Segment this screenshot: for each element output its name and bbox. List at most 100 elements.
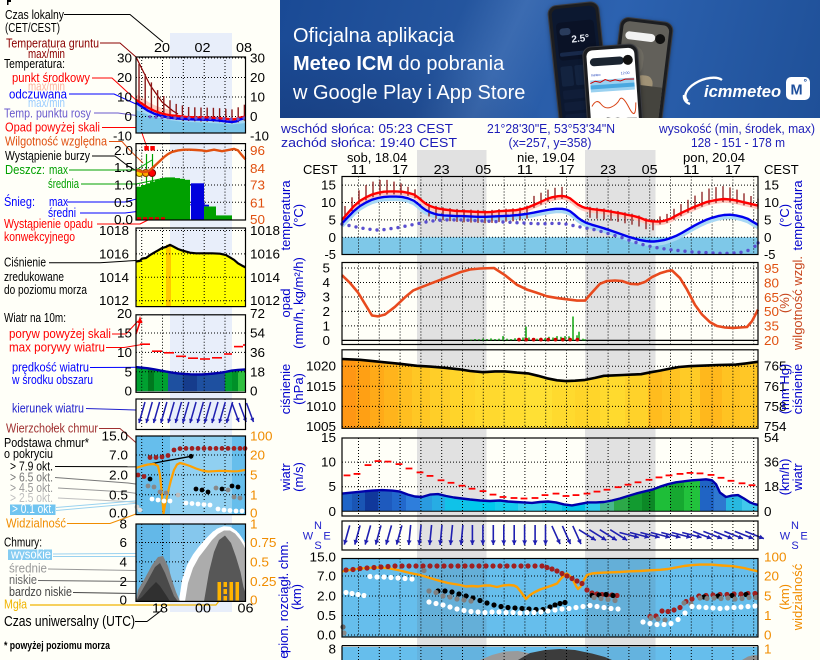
svg-text:54: 54: [764, 430, 779, 445]
svg-text:1: 1: [250, 487, 258, 502]
svg-text:95: 95: [764, 261, 779, 276]
svg-text:20: 20: [764, 569, 779, 584]
svg-text:1016: 1016: [99, 246, 129, 261]
svg-text:-10: -10: [113, 129, 132, 144]
svg-text:CEST: CEST: [303, 162, 338, 177]
svg-text:08: 08: [236, 40, 252, 55]
svg-text:(CET/CEST): (CET/CEST): [5, 20, 60, 35]
svg-text:odczuwana: odczuwana: [9, 87, 68, 102]
svg-text:0: 0: [329, 230, 337, 245]
svg-text:5: 5: [323, 261, 331, 276]
svg-text:średni: średni: [48, 205, 76, 220]
svg-text:1018: 1018: [250, 223, 280, 238]
svg-text:61: 61: [250, 195, 265, 210]
svg-text:20: 20: [250, 448, 265, 463]
svg-text:W: W: [780, 531, 791, 543]
svg-text:> 0.1 okt.: > 0.1 okt.: [12, 501, 54, 516]
svg-text:2.0: 2.0: [114, 143, 133, 158]
svg-text:punkt środkowy: punkt środkowy: [12, 70, 90, 85]
svg-text:1012: 1012: [99, 293, 129, 308]
svg-text:10: 10: [764, 195, 779, 210]
svg-text:06: 06: [238, 601, 254, 616]
svg-text:0.0: 0.0: [114, 212, 133, 227]
svg-text:(km): (km): [777, 584, 792, 610]
svg-text:20: 20: [117, 70, 132, 85]
svg-text:128 - 151 - 178 m: 128 - 151 - 178 m: [691, 136, 785, 150]
svg-text:0.5: 0.5: [317, 608, 336, 623]
svg-text:17: 17: [392, 162, 408, 177]
svg-text:Czas uniwersalny (UTC): Czas uniwersalny (UTC): [4, 614, 135, 630]
svg-text:0: 0: [764, 628, 772, 643]
svg-text:36: 36: [764, 455, 779, 470]
svg-text:0: 0: [329, 504, 337, 519]
svg-text:02: 02: [195, 40, 211, 55]
svg-text:zredukowane: zredukowane: [4, 269, 64, 284]
svg-text:18: 18: [152, 601, 168, 616]
svg-text:10: 10: [117, 345, 132, 360]
svg-text:pion. rozciągł. chm.: pion. rozciągł. chm.: [276, 541, 291, 653]
svg-text:21°28'30"E, 53°53'34"N: 21°28'30"E, 53°53'34"N: [487, 122, 615, 136]
svg-text:wysokość (min, środek, max): wysokość (min, środek, max): [658, 122, 815, 136]
svg-text:(km/h): (km/h): [777, 459, 792, 496]
svg-text:15.0: 15.0: [102, 429, 129, 444]
svg-text:konwekcyjnego: konwekcyjnego: [4, 229, 75, 244]
svg-text:0: 0: [764, 504, 772, 519]
svg-text:W: W: [303, 531, 314, 543]
svg-text:1: 1: [764, 642, 772, 657]
svg-text:o pokryciu: o pokryciu: [4, 446, 53, 461]
svg-text:20: 20: [154, 40, 170, 55]
svg-text:0: 0: [125, 384, 133, 399]
svg-text:765: 765: [764, 359, 787, 374]
svg-text:0: 0: [125, 109, 133, 124]
svg-text:0.5: 0.5: [114, 195, 133, 210]
svg-text:18: 18: [764, 479, 779, 494]
svg-text:54: 54: [250, 326, 265, 341]
svg-text:zachód słońca: 19:40 CEST: zachód słońca: 19:40 CEST: [281, 136, 457, 150]
svg-text:poryw powyżej skali: poryw powyżej skali: [9, 326, 111, 341]
svg-text:0: 0: [250, 506, 258, 521]
svg-text:15: 15: [321, 178, 336, 193]
svg-text:15: 15: [321, 430, 336, 445]
svg-text:> 6.5 okt.: > 6.5 okt.: [10, 470, 53, 485]
svg-text:(hPa): (hPa): [291, 373, 306, 405]
svg-text:max porywy wiatru: max porywy wiatru: [9, 340, 105, 355]
svg-text:05: 05: [475, 162, 491, 177]
svg-text:Śnieg:: Śnieg:: [4, 194, 35, 209]
svg-text:Opad powyżej skali: Opad powyżej skali: [5, 120, 100, 135]
svg-text:36: 36: [250, 345, 265, 360]
svg-text:1018: 1018: [99, 223, 129, 238]
svg-text:17: 17: [559, 162, 575, 177]
svg-text:11: 11: [517, 162, 533, 177]
svg-text:15: 15: [764, 178, 779, 193]
svg-text:5: 5: [250, 467, 258, 482]
svg-text:kierunek wiatru: kierunek wiatru: [12, 401, 84, 416]
svg-text:96: 96: [250, 143, 265, 158]
svg-text:S: S: [314, 540, 321, 552]
svg-text:Wiatr na 10m:: Wiatr na 10m:: [4, 310, 66, 325]
svg-text:(km): (km): [289, 584, 304, 610]
svg-text:0.0: 0.0: [109, 506, 128, 521]
svg-text:6: 6: [120, 535, 128, 550]
svg-text:2: 2: [120, 574, 128, 589]
svg-text:754: 754: [764, 419, 787, 434]
svg-text:(°C): (°C): [777, 204, 792, 227]
svg-text:max: max: [49, 194, 68, 209]
svg-text:00: 00: [195, 601, 211, 616]
svg-text:18: 18: [250, 364, 265, 379]
svg-text:nie, 19.04: nie, 19.04: [517, 150, 575, 165]
svg-text:100: 100: [764, 550, 787, 565]
svg-text:wiatr: wiatr: [278, 463, 293, 492]
svg-text:średnie: średnie: [9, 561, 47, 576]
svg-text:12:00: 12:00: [621, 71, 630, 76]
svg-text:8: 8: [120, 517, 128, 532]
svg-text:0: 0: [250, 109, 258, 124]
svg-text:> 4.5 okt.: > 4.5 okt.: [10, 480, 53, 495]
svg-text:> 2.5 okt.: > 2.5 okt.: [10, 490, 53, 505]
svg-text:35: 35: [764, 319, 779, 334]
svg-text:50: 50: [764, 304, 779, 319]
svg-text:8: 8: [329, 642, 337, 657]
svg-text:0: 0: [120, 592, 128, 607]
svg-text:-5: -5: [325, 247, 337, 262]
svg-text:758: 758: [764, 399, 787, 414]
svg-text:761: 761: [764, 379, 787, 394]
